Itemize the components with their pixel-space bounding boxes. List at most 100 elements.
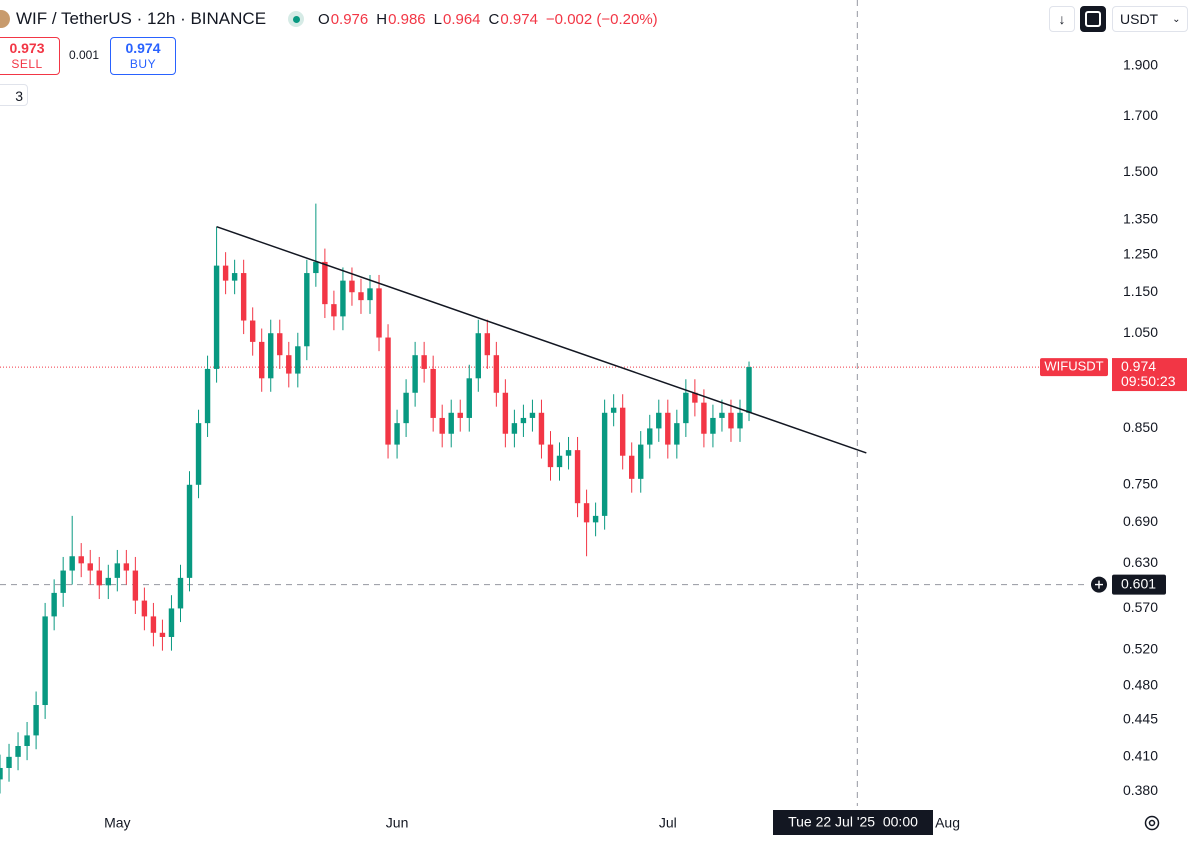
candle-body xyxy=(259,341,265,379)
candle-body xyxy=(520,417,527,424)
price-tag-label: 0.974 xyxy=(1121,358,1156,374)
symbol-title: WIF / TetherUS · 12h · BINANCE xyxy=(16,9,267,28)
candle-body xyxy=(159,632,166,637)
price-tag xyxy=(1112,358,1187,392)
y-tick-label: 0.380 xyxy=(1123,782,1158,798)
candle-body xyxy=(484,333,491,356)
fullscreen-button[interactable] xyxy=(1080,6,1106,32)
plus-icon xyxy=(1095,580,1103,589)
candle-body xyxy=(322,261,328,305)
candle-body xyxy=(674,423,680,445)
candle-body xyxy=(15,746,21,757)
candle-body xyxy=(421,355,427,369)
settings-button[interactable] xyxy=(1143,814,1161,832)
buy-label: BUY xyxy=(129,57,157,71)
candle-body xyxy=(583,503,590,523)
price-change: −0.002 (−0.20%) xyxy=(545,10,658,28)
candle-body xyxy=(268,333,274,379)
coin-icon xyxy=(0,10,10,28)
countdown-label: 09:50:23 xyxy=(1121,373,1176,389)
candle-body xyxy=(403,392,409,424)
candle-body xyxy=(331,304,337,317)
sell-label: SELL xyxy=(11,57,43,71)
market-status[interactable] xyxy=(288,11,305,27)
sell-button[interactable]: 0.973 SELL xyxy=(0,37,60,75)
candle-body xyxy=(60,570,66,593)
candle-body xyxy=(204,368,211,424)
y-tick-label: 1.900 xyxy=(1123,57,1158,73)
candle-body xyxy=(538,412,545,445)
buy-price: 0.974 xyxy=(125,40,161,56)
x-tick-label: May xyxy=(104,815,130,831)
candle-body xyxy=(412,355,418,393)
candle-body xyxy=(683,392,689,424)
candle-body xyxy=(710,417,716,434)
candle-body xyxy=(96,570,102,586)
candle-body xyxy=(592,515,599,523)
candle-body xyxy=(601,412,608,516)
candle-body xyxy=(177,577,184,609)
candle-body xyxy=(376,288,382,338)
y-tick-label: 1.150 xyxy=(1123,283,1158,299)
download-button[interactable]: ↓ xyxy=(1049,6,1075,32)
x-tick-label: Jul xyxy=(659,815,677,831)
ohlc-label: C xyxy=(488,10,500,28)
candle-body xyxy=(619,407,626,456)
candle-body xyxy=(385,337,391,445)
y-tick-label: 1.500 xyxy=(1123,163,1158,179)
candle-body xyxy=(511,423,518,434)
currency-select[interactable]: USDT ⌄ xyxy=(1112,6,1188,32)
ohlc-value: 0.986 xyxy=(388,10,426,28)
y-tick-label: 0.630 xyxy=(1123,554,1158,570)
trendline xyxy=(216,226,867,454)
crosshair-time-label: Tue 22 Jul '25 00:00 xyxy=(788,814,918,830)
candle-body xyxy=(231,273,238,281)
candle-body xyxy=(195,423,202,485)
candle-body xyxy=(304,273,310,347)
y-tick-label: 0.480 xyxy=(1123,677,1158,693)
candle-body xyxy=(105,577,111,586)
candle-body xyxy=(69,556,75,571)
candle-body xyxy=(475,333,481,379)
crosshair-price-label: 0.601 xyxy=(1121,575,1156,591)
candle-body xyxy=(277,333,283,356)
candle-body xyxy=(150,616,157,633)
candle-body xyxy=(610,407,617,413)
candle-body xyxy=(168,608,175,637)
candle-body xyxy=(547,444,554,468)
candle-body xyxy=(448,412,454,434)
y-tick-label: 0.520 xyxy=(1123,640,1158,656)
symbol-tag xyxy=(1040,358,1108,377)
candle-body xyxy=(249,320,256,342)
y-tick-label: 0.445 xyxy=(1123,711,1158,727)
candle-body xyxy=(358,292,364,301)
ohlc-label: H xyxy=(376,10,388,28)
candle-body xyxy=(439,417,445,434)
buy-button[interactable]: 0.974 BUY xyxy=(110,37,176,75)
indicators-toggle[interactable]: 3 xyxy=(0,84,28,106)
ohlc-close: C0.974 xyxy=(489,11,538,28)
ohlc-label: O xyxy=(318,10,330,28)
x-tick-label: Jun xyxy=(386,815,409,831)
candle-body xyxy=(502,392,509,434)
candle-body xyxy=(647,428,653,445)
candle-body xyxy=(556,455,563,468)
ohlc-high: H0.986 xyxy=(376,11,425,28)
crosshair-time-tag xyxy=(773,810,933,835)
candle-body xyxy=(42,616,48,706)
candle-body xyxy=(6,756,12,768)
candle-body xyxy=(565,450,572,456)
candle-body xyxy=(114,563,121,578)
candle-body xyxy=(132,570,139,601)
candle-body xyxy=(141,600,148,617)
candle-body xyxy=(737,412,743,429)
ohlc-low: L0.964 xyxy=(434,11,481,28)
y-tick-label: 1.250 xyxy=(1123,245,1158,261)
candle-body xyxy=(629,455,635,479)
candle-body xyxy=(222,265,229,281)
candle-body xyxy=(493,355,500,393)
candle-body xyxy=(33,705,39,736)
candle-body xyxy=(24,735,30,747)
candle-body xyxy=(746,367,752,413)
